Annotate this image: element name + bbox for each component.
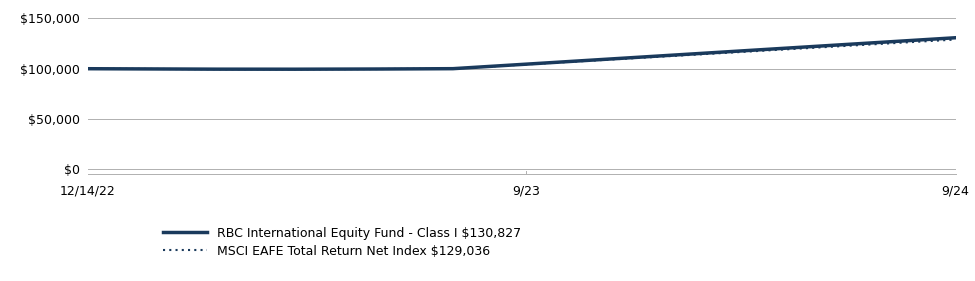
Legend: RBC International Equity Fund - Class I $130,827, MSCI EAFE Total Return Net Ind: RBC International Equity Fund - Class I … xyxy=(164,227,522,258)
